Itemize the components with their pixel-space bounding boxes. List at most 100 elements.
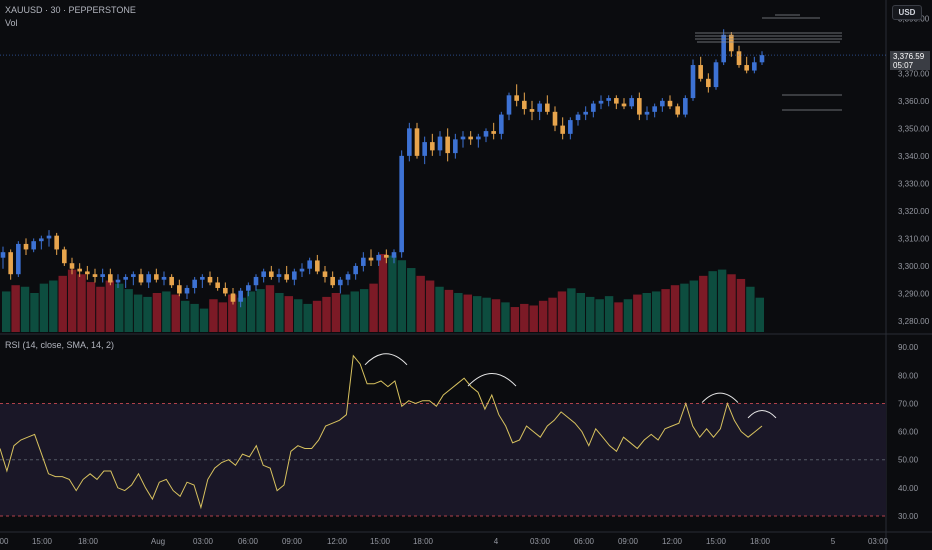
volume-bar: [209, 299, 218, 332]
candle-body: [713, 62, 719, 88]
volume-bar: [369, 283, 378, 332]
time-tick: 18:00: [413, 537, 434, 546]
volume-bar: [689, 280, 699, 332]
time-tick: 12:00: [662, 537, 683, 546]
volume-label[interactable]: Vol: [5, 18, 18, 28]
candle-body: [729, 34, 734, 52]
volume-bar: [708, 271, 717, 332]
volume-bar: [105, 280, 115, 332]
candle-layer: [0, 29, 765, 308]
candle-body: [269, 271, 274, 277]
arc-drawing: [747, 410, 777, 419]
volume-bar: [510, 307, 520, 332]
price-tick: 3,360.00: [898, 97, 930, 106]
volume-bar: [388, 255, 397, 332]
candle-body: [706, 78, 711, 88]
candle-body: [422, 142, 427, 156]
volume-bar: [350, 291, 359, 332]
price-tick: 3,350.00: [898, 124, 930, 133]
volume-bar: [482, 297, 491, 332]
volume-bar: [604, 296, 614, 332]
candle-body: [169, 276, 174, 286]
candle-body: [39, 238, 44, 242]
candle-body: [483, 131, 489, 137]
volume-bar: [77, 274, 86, 332]
volume-bar: [538, 300, 548, 332]
volume-bar: [435, 286, 444, 332]
candle-body: [307, 260, 312, 269]
candle-body: [115, 279, 121, 283]
candle-body: [384, 254, 389, 258]
candle-body: [353, 265, 358, 275]
volume-bar: [228, 294, 237, 332]
candle-body: [146, 274, 151, 283]
symbol-title[interactable]: XAUUSD · 30 · PEPPERSTONE: [5, 5, 136, 15]
candle-body: [46, 235, 52, 239]
volume-bar: [67, 269, 77, 332]
candle-body: [491, 131, 496, 134]
time-tick: 06:00: [574, 537, 595, 546]
volume-bar: [736, 278, 746, 332]
candle-body: [614, 98, 619, 104]
candle-body: [660, 100, 665, 107]
candle-body: [545, 103, 550, 112]
rsi-band-layer: [0, 402, 886, 517]
volume-bar: [491, 299, 501, 332]
volume-bar: [322, 296, 331, 332]
volume-bar: [520, 303, 529, 332]
candle-body: [100, 274, 105, 277]
volume-bar: [670, 285, 680, 332]
candle-body: [368, 257, 374, 261]
volume-bar: [275, 293, 284, 332]
volume-bar: [265, 285, 275, 332]
candle-body: [445, 136, 450, 154]
volume-bar: [171, 294, 180, 332]
candle-body: [184, 287, 190, 294]
time-tick: 03:00: [193, 537, 214, 546]
rsi-label[interactable]: RSI (14, close, SMA, 14, 2): [5, 340, 115, 350]
candle-body: [514, 95, 519, 101]
candle-body: [476, 136, 481, 140]
candle-body: [315, 260, 320, 272]
bar-countdown: 05:07: [893, 61, 914, 70]
candle-body: [108, 274, 113, 283]
rsi-tick: 40.00: [898, 484, 919, 493]
candle-body: [54, 235, 59, 250]
candle-body: [552, 111, 558, 126]
rsi-tick: 60.00: [898, 428, 919, 437]
volume-bar: [633, 294, 642, 332]
volume-bar: [576, 293, 586, 332]
candle-body: [430, 142, 435, 151]
volume-bar: [454, 293, 463, 332]
candle-body: [744, 65, 749, 71]
volume-bar: [378, 254, 388, 332]
candle-body: [161, 276, 167, 280]
candle-body: [292, 271, 297, 280]
candle-body: [223, 287, 228, 294]
candle-body: [621, 103, 627, 107]
volume-bar: [567, 288, 576, 332]
candle-body: [644, 111, 650, 115]
candle-body: [77, 268, 82, 272]
volume-bar: [359, 289, 369, 332]
volume-bar: [115, 283, 124, 332]
volume-bar: [303, 303, 312, 332]
volume-bar: [180, 300, 190, 332]
time-tick: 5: [831, 537, 836, 546]
price-tick: 3,370.00: [898, 69, 930, 78]
candle-body: [399, 155, 404, 253]
volume-bar: [162, 291, 171, 332]
candle-body: [92, 274, 98, 277]
candle-body: [215, 282, 220, 288]
arc-drawing: [364, 353, 408, 366]
currency-button[interactable]: USD: [892, 5, 922, 20]
candle-body: [537, 103, 542, 112]
volume-bar: [463, 294, 472, 332]
candle-body: [322, 271, 328, 277]
candle-body: [284, 274, 289, 280]
candle-body: [529, 109, 535, 112]
volume-bar: [133, 294, 143, 332]
volume-bar: [152, 293, 162, 332]
volume-bar: [294, 299, 303, 332]
